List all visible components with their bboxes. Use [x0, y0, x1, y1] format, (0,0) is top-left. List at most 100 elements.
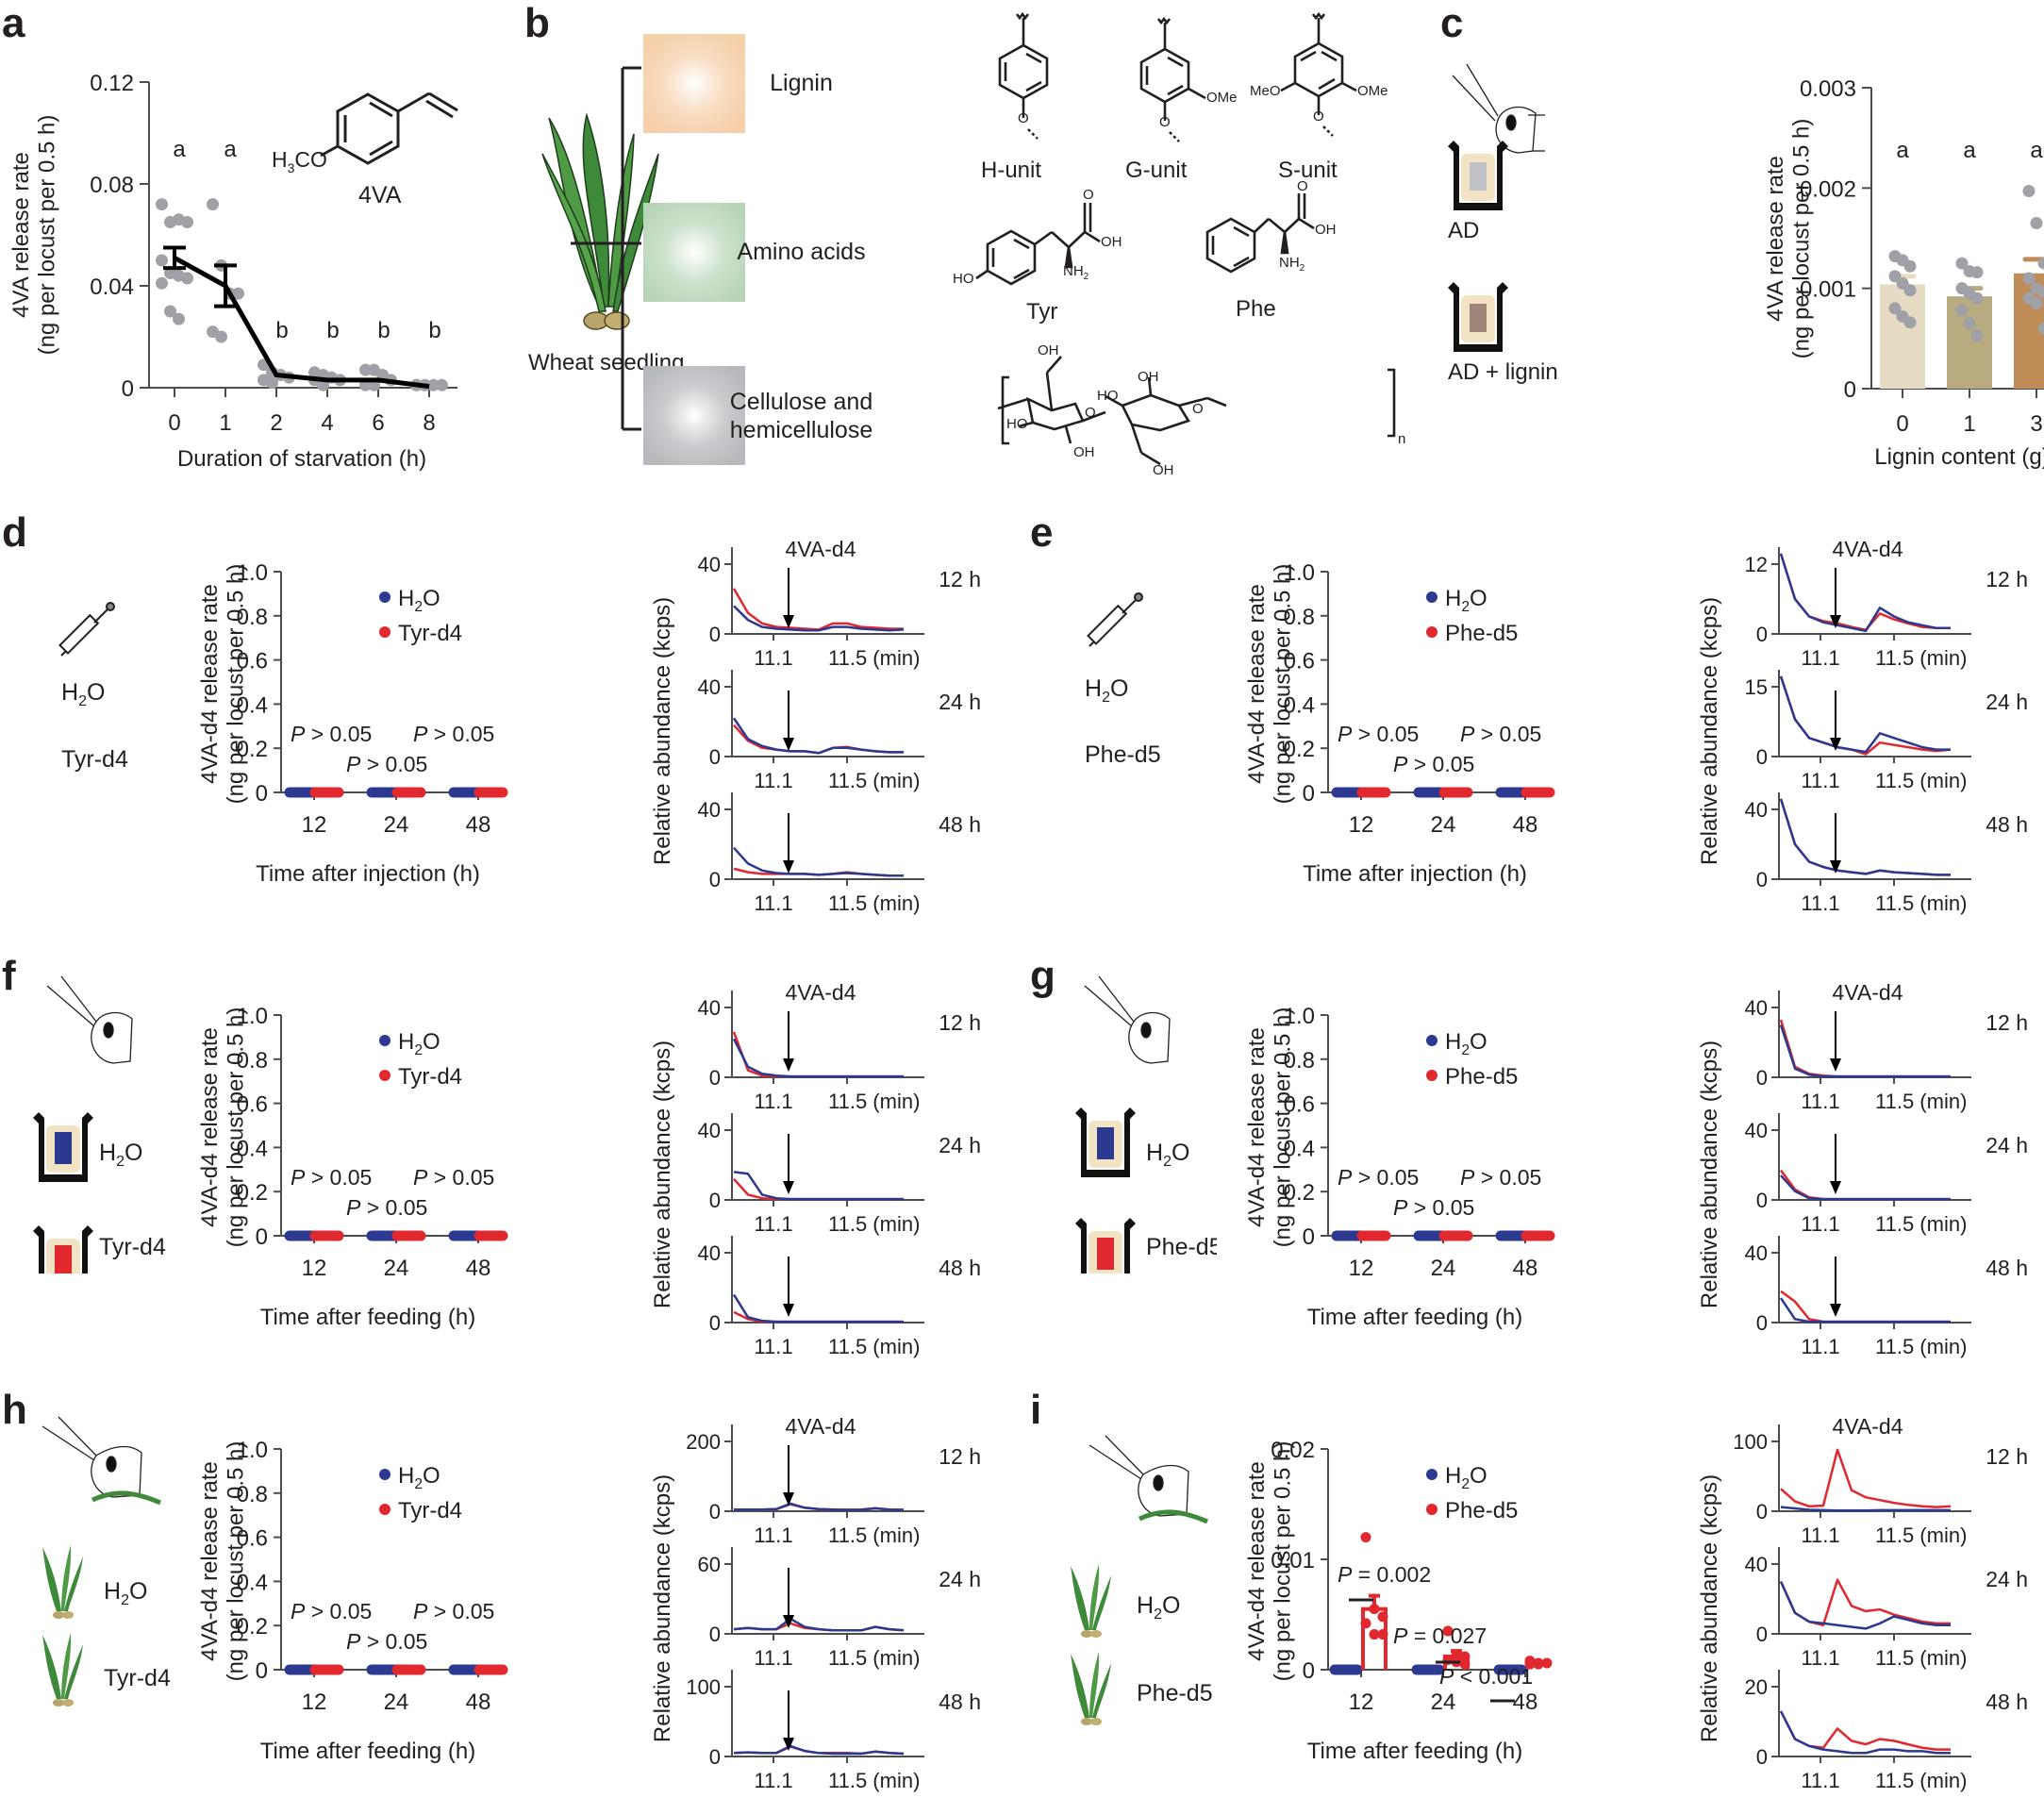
y-tick-label: 40	[1745, 996, 1768, 1020]
y-tick-label: 100	[686, 1675, 721, 1699]
panel-letter-i: i	[1030, 1387, 1042, 1433]
legend-label-h2o: H2O	[1445, 1463, 1487, 1492]
y-tick-label: 0.02	[1271, 1438, 1315, 1463]
y-tick-label: 20	[1745, 1675, 1768, 1699]
y-tick-label: 0	[709, 745, 721, 769]
x-tick-label: 24	[1431, 1256, 1456, 1281]
y-tick-label: 1.0	[237, 1438, 268, 1463]
y-tick-label: 40	[698, 1119, 721, 1142]
panel-h-rate-chart: 0 0.2 0.4 0.6 0.8 1.0 12 24 48 Time after feeding…	[197, 1438, 508, 1764]
y-tick-label: 0.2	[1284, 1180, 1315, 1206]
retention-arrow-head	[1830, 1304, 1841, 1317]
amino-acids-box	[643, 203, 745, 302]
y-tick-label: 0.6	[1284, 649, 1315, 674]
svg-text:OH: OH	[1038, 342, 1059, 358]
treatment-point	[1369, 1604, 1380, 1615]
x-tick-label: 11.1	[1801, 1090, 1839, 1113]
data-point	[1970, 266, 1984, 279]
y-axis-label: Relative abundance (kcps)	[1697, 1474, 1722, 1742]
p-value-label: P > 0.05	[413, 1165, 494, 1190]
x-tick-label: 24	[1431, 812, 1456, 838]
data-point	[232, 287, 244, 300]
x-tick-label: 11.5 (min)	[1875, 1090, 1967, 1113]
y-axis-label: 4VA-d4 release rate	[197, 1461, 223, 1661]
y-tick-label: 0	[1756, 1500, 1768, 1523]
p-value-label: P > 0.05	[1460, 722, 1541, 746]
y-tick-label: 0	[709, 868, 721, 891]
svg-text:OMe: OMe	[1357, 83, 1388, 99]
data-point	[156, 254, 168, 267]
panel-e-icons: H2O Phe-d5	[1085, 592, 1161, 768]
time-label: 12 h	[1986, 1444, 2028, 1469]
retention-arrow-head	[1830, 1181, 1841, 1194]
treatment-point	[1369, 1629, 1380, 1640]
vial-tyr-d4-icon	[33, 1225, 93, 1274]
x-tick-label: 2	[270, 410, 282, 436]
locust-head-icon	[1452, 63, 1545, 154]
y-tick-label: 0	[256, 781, 268, 807]
x-tick-label: 11.1	[754, 1769, 792, 1792]
vial-h2o-icon	[1075, 1107, 1136, 1177]
x-axis-label: Time after injection (h)	[1303, 861, 1527, 887]
svg-text:OMe: OMe	[1206, 90, 1238, 106]
x-tick-label: 6	[372, 410, 384, 436]
h2o-trace	[733, 605, 905, 632]
svg-text:H3CO: H3CO	[272, 147, 327, 175]
lignin-box-label: Lignin	[770, 70, 833, 96]
h2o-trace	[1780, 1506, 1951, 1512]
x-tick-label: 11.5 (min)	[828, 1769, 920, 1792]
y-tick-label: 0.4	[237, 692, 268, 718]
time-label: 12 h	[939, 1010, 981, 1035]
legend-label-h2o: H2O	[1445, 586, 1487, 615]
p-value-label: P > 0.05	[1393, 752, 1474, 776]
legend-label-h2o: H2O	[1445, 1029, 1487, 1058]
data-point	[1888, 302, 1902, 315]
y-tick-label: 0.001	[1800, 277, 1856, 303]
y-tick-label: 100	[1733, 1430, 1768, 1454]
x-tick-label: 11.1	[754, 646, 792, 670]
panel-g-rate-chart: 0 0.2 0.4 0.6 0.8 1.0 12 24 48 Time after feeding…	[1244, 1004, 1555, 1330]
data-point	[1963, 317, 1976, 330]
y-tick-label: 1.0	[237, 1004, 268, 1029]
x-tick-label: 11.5 (min)	[828, 1212, 920, 1236]
panel-h-icons: H2O Tyr-d4	[42, 1416, 171, 1706]
y-tick-label: 40	[698, 675, 721, 699]
condition-phe-d5: Phe-d5	[1085, 741, 1161, 768]
h-unit-structure	[998, 11, 1049, 140]
x-tick-label: 11.1	[754, 1523, 792, 1547]
time-label: 12 h	[939, 1444, 981, 1469]
panel-e-rate-chart: 0 0.2 0.4 0.6 0.8 1.0 12 24 48 Time after injecti…	[1244, 560, 1555, 887]
treatment-trace	[733, 724, 904, 755]
p-value-label: P = 0.027	[1393, 1623, 1487, 1648]
time-label: 24 h	[939, 1133, 981, 1157]
condition-h2o: H2O	[99, 1140, 142, 1170]
x-tick-label: 11.1	[1801, 1335, 1839, 1358]
panel-letter-f: f	[2, 953, 16, 999]
chemical-structures: O O O OMe OMe MeO O O OH OH HO NH2 NH2 O…	[953, 11, 1405, 478]
x-tick-label: 12	[302, 1256, 327, 1281]
y-tick-label: 0	[256, 1224, 268, 1250]
y-tick-label: 200	[686, 1430, 721, 1454]
y-tick-label: 0.8	[1284, 605, 1315, 630]
x-tick-label: 12	[1349, 1690, 1374, 1715]
data-point	[2030, 297, 2043, 310]
y-axis-label: 4VA-d4 release rate	[197, 1027, 223, 1227]
treatment-trace	[1779, 1019, 1951, 1078]
treatment-trace	[1780, 1448, 1952, 1508]
time-label: 24 h	[939, 1567, 981, 1591]
y-tick-label: 0	[256, 1658, 268, 1684]
svg-text:OH: OH	[1101, 234, 1122, 250]
y-tick-label: 0	[1756, 1623, 1768, 1646]
svg-text:O: O	[1313, 108, 1324, 125]
time-label: 48 h	[939, 1256, 981, 1280]
locust-head-icon	[1084, 975, 1171, 1064]
p-value-label: P > 0.05	[346, 1629, 427, 1654]
treatment-trace	[1779, 675, 1952, 756]
condition-h2o: H2O	[1085, 675, 1128, 706]
time-label: 48 h	[1986, 1256, 2028, 1280]
legend-marker-treatment	[1426, 1070, 1437, 1081]
time-label: 48 h	[939, 812, 981, 837]
locust-eating-icon	[1088, 1435, 1208, 1524]
condition-ad-lignin: AD + lignin	[1448, 359, 1558, 385]
data-point	[2037, 322, 2044, 335]
